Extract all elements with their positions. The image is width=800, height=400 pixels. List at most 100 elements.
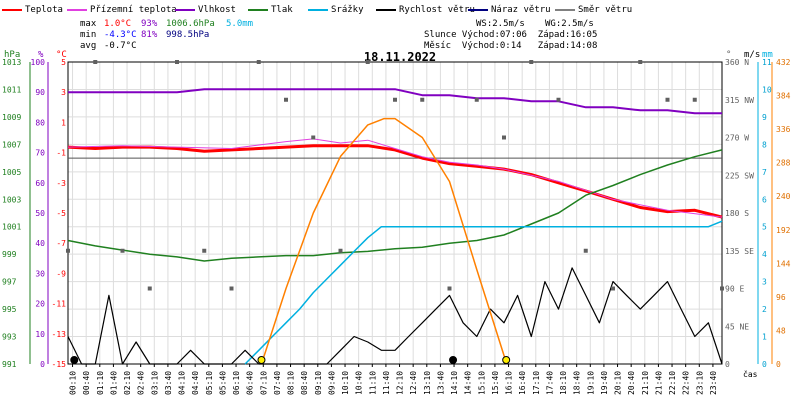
wind-speed-tick-label: 2	[762, 305, 767, 314]
stats-min-temp: -4.3°C	[104, 30, 137, 40]
x-tick-label: 02:40	[137, 371, 146, 395]
rain-tick-label: 144	[776, 259, 791, 268]
stats-min-hum: 81%	[141, 30, 158, 40]
wind-dir-point	[365, 60, 370, 64]
info-wg: WG:2.5m/s	[545, 19, 594, 29]
humidity-tick-label: 80	[35, 118, 45, 127]
moonrise-marker	[70, 356, 79, 364]
stats-max-press: 1006.6hPa	[166, 19, 215, 29]
rain-tick-label: 0	[776, 360, 781, 369]
x-tick-label: 05:40	[218, 371, 227, 395]
stats-max-label: max	[80, 19, 97, 29]
legend-label-rychlost-vetru: Rychlost větru	[399, 5, 475, 15]
wind-dir-point	[66, 248, 70, 253]
vlhkost-line	[68, 88, 722, 115]
wind-dir-point	[256, 60, 261, 64]
x-tick-label: 19:10	[586, 371, 595, 395]
sr-ky-line	[244, 220, 723, 365]
humidity-tick-label: 90	[35, 88, 45, 97]
axis-unit-temp: °C	[56, 50, 67, 60]
temperature-tick-label: -5	[56, 209, 66, 218]
legend: Teplota Přízemní teplota Vlhkost Tlak Sr…	[2, 5, 632, 15]
legend-label-tlak: Tlak	[271, 5, 293, 15]
wind-dir-tick-label: 90 E	[725, 285, 744, 294]
x-tick-label: 06:10	[232, 371, 241, 395]
x-tick-label: 17:10	[532, 371, 541, 395]
x-tick-label: 21:40	[654, 371, 663, 395]
wind-dir-point	[229, 286, 234, 291]
sunrise-marker	[257, 356, 266, 364]
legend-swatch-smer-vetru	[555, 9, 575, 11]
x-tick-label: 06:40	[246, 371, 255, 395]
pressure-tick-label: 1007	[2, 140, 21, 149]
x-tick-label: 22:10	[668, 371, 677, 395]
x-axis-label: čas	[743, 369, 758, 379]
wind-dir-point	[474, 97, 479, 102]
slune-n-svit-line	[260, 117, 508, 365]
axis-unit-hpa: hPa	[4, 50, 20, 60]
pressure-tick-label: 993	[2, 333, 17, 342]
wind-dir-tick-label: 45 NE	[725, 322, 749, 331]
axis-unit-mm: mm	[762, 50, 773, 60]
wind-speed-tick-label: 4	[762, 250, 767, 259]
x-tick-label: 01:10	[96, 371, 105, 395]
wind-dir-point	[447, 286, 452, 291]
info-sun: Slunce Východ:07:06 Západ:16:05	[424, 30, 597, 40]
wind-speed-tick-label: 10	[762, 85, 772, 94]
temperature-tick-label: -9	[56, 269, 66, 278]
wind-dir-tick-label: 270 W	[725, 134, 749, 143]
sunset-marker	[502, 356, 511, 364]
pressure-tick-label: 1011	[2, 85, 21, 94]
x-tick-label: 16:40	[518, 371, 527, 395]
x-tick-label: 23:10	[695, 371, 704, 395]
x-tick-label: 07:40	[273, 371, 282, 395]
wind-dir-point	[583, 248, 588, 253]
pressure-tick-label: 1003	[2, 195, 21, 204]
wind-dir-point	[311, 135, 316, 140]
x-tick-label: 05:10	[205, 371, 214, 395]
x-tick-label: 00:40	[82, 371, 91, 395]
humidity-tick-label: 10	[35, 330, 45, 339]
pressure-tick-label: 1013	[2, 58, 21, 67]
humidity-tick-label: 0	[40, 360, 45, 369]
axes: 00:10 00:40 01:10 01:40 02:10 02:40 03:10 03:40…	[2, 58, 791, 395]
humidity-tick-label: 30	[35, 269, 45, 278]
wind-dir-tick-label: 225 SW	[725, 171, 754, 180]
wind-dir-point	[338, 248, 343, 253]
x-tick-label: 14:40	[464, 371, 473, 395]
rain-tick-label: 240	[776, 192, 791, 201]
legend-swatch-teplota	[2, 9, 22, 11]
legend-swatch-rychlost-vetru	[376, 9, 396, 11]
x-tick-label: 22:40	[682, 371, 691, 395]
x-tick-label: 12:40	[409, 371, 418, 395]
stats-avg-label: avg	[80, 41, 96, 51]
legend-label-teplota: Teplota	[25, 5, 63, 15]
pressure-tick-label: 1001	[2, 223, 21, 232]
wind-speed-tick-label: 9	[762, 113, 767, 122]
x-tick-label: 18:10	[559, 371, 568, 395]
x-tick-label: 15:10	[477, 371, 486, 395]
x-tick-label: 08:40	[300, 371, 309, 395]
x-tick-label: 19:40	[600, 371, 609, 395]
stats-max-rain: 5.0mm	[226, 19, 253, 29]
wind-dir-point	[638, 60, 643, 64]
temperature-tick-label: 1	[61, 118, 66, 127]
rychlost-v-tru-line	[67, 267, 723, 365]
axis-unit-ms: m/s	[744, 50, 760, 60]
x-tick-label: 02:10	[123, 371, 132, 395]
pressure-tick-label: 1009	[2, 113, 21, 122]
x-tick-label: 14:10	[450, 371, 459, 395]
chart-title: 18.11.2022	[364, 50, 436, 64]
stats-min-press: 998.5hPa	[166, 30, 209, 40]
rain-tick-label: 336	[776, 125, 791, 134]
wind-dir-point	[502, 135, 506, 140]
wind-dir-point	[120, 248, 125, 253]
legend-label-smer-vetru: Směr větru	[578, 5, 632, 15]
wind-dir-point	[556, 97, 561, 102]
plot-frame	[67, 61, 723, 365]
wind-dir-point	[175, 60, 179, 64]
temperature-tick-label: -11	[52, 300, 67, 309]
wind-dir-point	[420, 97, 425, 102]
legend-swatch-tlak	[248, 9, 268, 11]
rain-tick-label: 192	[776, 226, 791, 235]
